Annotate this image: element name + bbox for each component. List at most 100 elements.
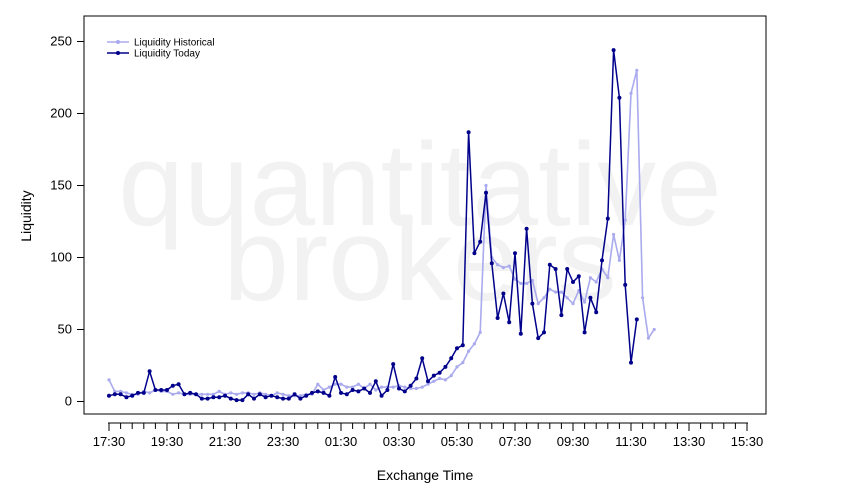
data-point bbox=[211, 392, 215, 396]
plot-frame bbox=[83, 15, 767, 415]
data-point bbox=[322, 388, 326, 392]
data-point bbox=[240, 398, 245, 403]
data-point bbox=[559, 313, 564, 318]
data-point bbox=[263, 395, 268, 400]
data-point bbox=[565, 267, 570, 271]
data-point bbox=[199, 396, 204, 401]
data-point bbox=[409, 386, 413, 391]
legend-label: Liquidity Historical bbox=[134, 38, 215, 49]
data-point bbox=[217, 389, 221, 393]
data-point bbox=[124, 391, 128, 395]
data-point bbox=[402, 389, 407, 394]
data-point bbox=[426, 382, 430, 386]
data-point bbox=[646, 336, 651, 340]
data-point bbox=[182, 392, 187, 397]
data-point bbox=[554, 290, 558, 294]
data-point bbox=[635, 68, 639, 72]
data-point bbox=[496, 263, 500, 267]
data-point bbox=[141, 390, 146, 395]
data-point bbox=[449, 374, 453, 378]
data-point bbox=[530, 278, 535, 283]
y-axis: 0 50 100 150 200 250 bbox=[50, 34, 84, 409]
data-point bbox=[211, 395, 216, 400]
data-point bbox=[107, 393, 111, 398]
data-point bbox=[513, 277, 517, 281]
x-tick-label: 07:30 bbox=[499, 434, 532, 449]
data-point bbox=[513, 251, 517, 256]
data-point bbox=[159, 388, 164, 392]
data-point bbox=[478, 239, 483, 244]
data-point bbox=[414, 376, 419, 381]
data-point bbox=[287, 394, 291, 398]
data-point bbox=[356, 382, 360, 386]
data-point bbox=[235, 392, 239, 396]
data-point bbox=[234, 398, 239, 403]
data-point bbox=[612, 232, 616, 237]
data-point bbox=[286, 396, 291, 401]
data-point bbox=[525, 281, 529, 285]
data-point bbox=[252, 396, 256, 401]
data-point bbox=[495, 316, 500, 320]
data-point bbox=[136, 390, 140, 395]
data-point bbox=[316, 382, 320, 386]
y-tick-label: 250 bbox=[50, 34, 72, 49]
x-tick-label: 19:30 bbox=[151, 434, 184, 449]
data-point bbox=[461, 361, 465, 365]
y-tick-label: 0 bbox=[65, 394, 72, 409]
data-point bbox=[298, 396, 303, 401]
legend-swatch-point bbox=[116, 51, 120, 55]
data-point bbox=[420, 356, 425, 361]
y-tick-label: 50 bbox=[58, 322, 72, 337]
data-point bbox=[629, 91, 633, 95]
legend-label: Liquidity Today bbox=[134, 49, 200, 60]
data-point bbox=[605, 216, 610, 221]
data-point bbox=[333, 375, 338, 379]
data-point bbox=[339, 390, 343, 395]
watermark: quantitative brokers bbox=[118, 119, 722, 326]
data-point bbox=[623, 218, 627, 222]
data-point bbox=[484, 183, 488, 188]
data-point bbox=[652, 327, 656, 332]
data-point bbox=[524, 226, 529, 231]
data-point bbox=[368, 390, 372, 395]
data-point bbox=[519, 281, 523, 285]
data-point bbox=[478, 330, 482, 334]
data-point bbox=[246, 392, 251, 397]
data-point bbox=[240, 391, 244, 395]
data-point bbox=[205, 396, 210, 401]
x-tick-label: 23:30 bbox=[267, 434, 300, 449]
data-point bbox=[264, 392, 268, 396]
x-tick-label: 05:30 bbox=[441, 434, 474, 449]
data-point bbox=[327, 385, 331, 389]
data-point bbox=[188, 390, 193, 395]
data-point bbox=[252, 392, 256, 396]
data-point bbox=[275, 391, 279, 395]
data-point bbox=[571, 302, 575, 306]
series-1 bbox=[107, 48, 639, 403]
data-point bbox=[177, 391, 181, 395]
x-tick-label: 01:30 bbox=[325, 434, 358, 449]
data-point bbox=[315, 389, 320, 394]
data-point bbox=[362, 386, 367, 391]
data-point bbox=[431, 373, 436, 378]
data-point bbox=[379, 393, 384, 398]
data-point bbox=[472, 342, 476, 346]
data-point bbox=[292, 392, 297, 397]
data-point bbox=[408, 383, 413, 388]
data-point bbox=[634, 317, 639, 322]
data-point bbox=[327, 393, 332, 398]
x-axis-title: Exchange Time bbox=[377, 467, 474, 483]
data-point bbox=[356, 389, 361, 394]
data-point bbox=[542, 296, 546, 300]
data-point bbox=[629, 360, 633, 365]
data-point bbox=[432, 379, 436, 383]
data-point bbox=[583, 300, 587, 304]
data-point bbox=[507, 264, 511, 268]
data-point bbox=[194, 392, 198, 397]
data-point bbox=[611, 48, 616, 53]
x-tick-label: 13:30 bbox=[673, 434, 706, 449]
x-tick-label: 15:30 bbox=[731, 434, 764, 449]
data-point bbox=[391, 385, 395, 389]
